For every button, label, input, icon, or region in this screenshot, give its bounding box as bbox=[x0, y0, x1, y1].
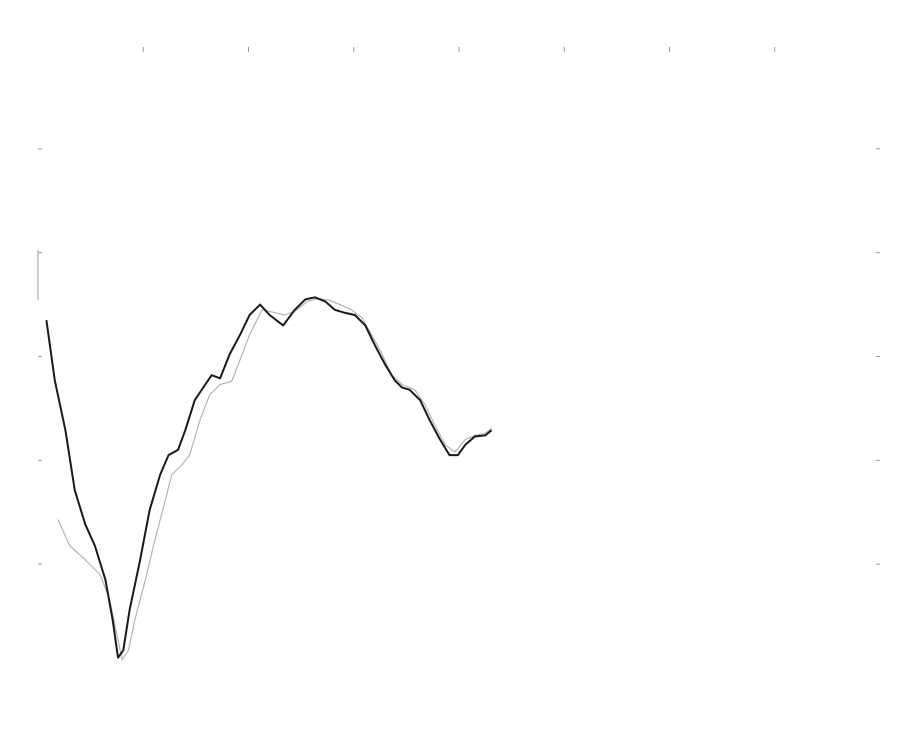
series-line bbox=[45, 296, 493, 659]
series-line bbox=[57, 297, 492, 661]
